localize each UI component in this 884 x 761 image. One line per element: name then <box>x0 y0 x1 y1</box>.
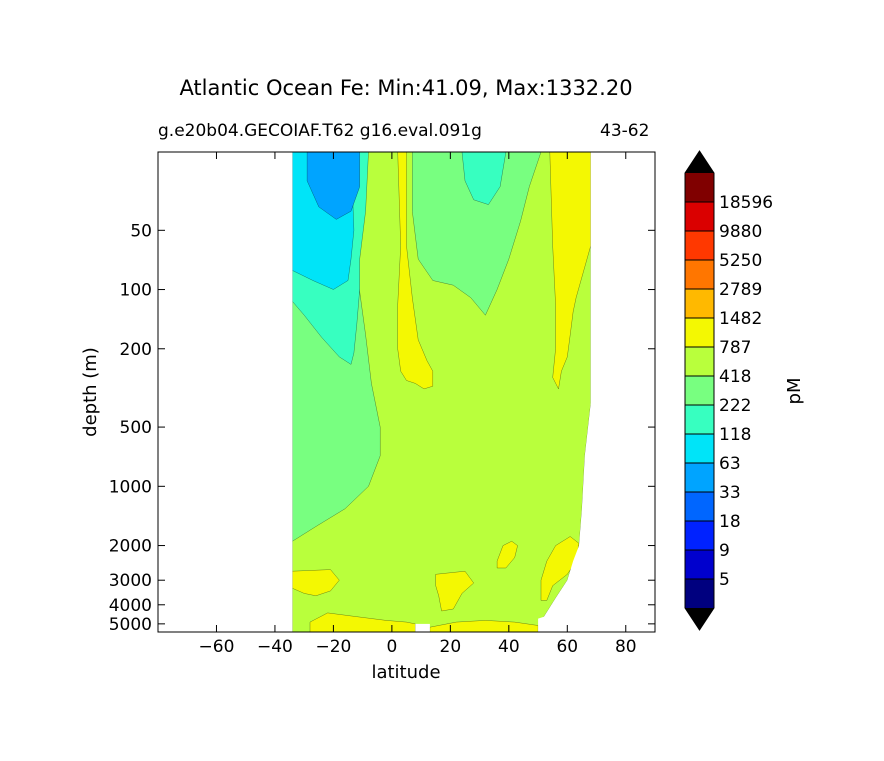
colorbar-segment <box>685 376 714 406</box>
colorbar-segment <box>685 521 714 551</box>
colorbar-tick-label: 1482 <box>719 309 762 329</box>
x-tick-label: −40 <box>257 637 293 657</box>
run-name-subtitle: g.e20b04.GECOIAF.T62 g16.eval.091g <box>158 121 482 141</box>
colorbar-segment <box>685 492 714 522</box>
contour-region-north-shallow <box>412 152 542 316</box>
x-axis: −60 −40 −20 0 20 40 60 80 <box>199 152 637 657</box>
colorbar-segment <box>685 579 714 609</box>
colorbar-segment <box>685 463 714 493</box>
y-axis-label: depth (m) <box>80 347 101 437</box>
contour-region-equatorial-high <box>397 152 433 390</box>
x-tick-label: −60 <box>199 637 235 657</box>
x-tick-label: 20 <box>440 637 462 657</box>
contour-field <box>158 152 655 632</box>
colorbar-segment <box>685 289 714 319</box>
colorbar-tick-label: 5 <box>719 570 730 590</box>
colorbar: 5 9 18 33 63 118 222 418 787 1482 2789 5250 9880 1859… <box>684 150 773 631</box>
chart-title: Atlantic Ocean Fe: Min:41.09, Max:1332.2… <box>179 76 633 100</box>
colorbar-segment <box>685 434 714 464</box>
colorbar-segment <box>685 318 714 348</box>
y-tick-label: 4000 <box>109 596 152 616</box>
colorbar-tick-label: 18 <box>719 512 741 532</box>
contour-region-north-surface <box>461 152 507 205</box>
x-axis-label: latitude <box>371 662 440 683</box>
year-range-subtitle: 43-62 <box>600 121 650 141</box>
x-tick-label: 40 <box>498 637 520 657</box>
y-tick-label: 3000 <box>109 571 152 591</box>
colorbar-segment <box>685 231 714 261</box>
contour-region-deep-highs <box>435 570 474 612</box>
colorbar-tick-label: 9 <box>719 541 730 561</box>
contour-region-deep-highs <box>309 612 416 632</box>
colorbar-tick-label: 9880 <box>719 222 762 242</box>
x-tick-label: 0 <box>386 637 397 657</box>
colorbar-segment <box>685 260 714 290</box>
colorbar-segment <box>685 405 714 435</box>
colorbar-extend-min <box>685 608 714 630</box>
colorbar-tick-label: 33 <box>719 483 741 503</box>
y-tick-label: 5000 <box>109 615 152 635</box>
contour-region-deep-highs <box>429 620 539 632</box>
colorbar-segment <box>685 550 714 580</box>
colorbar-tick-label: 18596 <box>719 193 773 213</box>
x-tick-label: 60 <box>556 637 578 657</box>
colorbar-segment <box>685 347 714 377</box>
ridge-mask <box>415 623 430 632</box>
contour-region-deep-highs <box>540 536 580 601</box>
colorbar-tick-label: 2789 <box>719 280 762 300</box>
colorbar-tick-label: 418 <box>719 367 751 387</box>
colorbar-label: pM <box>784 378 805 405</box>
plot-area <box>158 152 655 632</box>
contour-region-deep-highs <box>496 540 518 569</box>
y-tick-label: 200 <box>120 340 152 360</box>
land-mask-south <box>158 152 293 632</box>
x-tick-label: −20 <box>315 637 351 657</box>
colorbar-extend-max <box>685 151 714 173</box>
contour-region-southern-minimum <box>306 152 360 220</box>
colorbar-segment <box>685 202 714 232</box>
x-tick-label: 80 <box>615 637 637 657</box>
colorbar-tick-label: 118 <box>719 425 751 445</box>
colorbar-tick-label: 5250 <box>719 251 762 271</box>
y-tick-label: 50 <box>130 221 152 241</box>
contour-region-deep-highs <box>292 569 340 597</box>
colorbar-tick-label: 787 <box>719 338 751 358</box>
y-tick-label: 100 <box>120 281 152 301</box>
colorbar-segment <box>685 173 714 203</box>
y-tick-label: 2000 <box>109 537 152 557</box>
plot-frame <box>157 151 656 633</box>
y-tick-label: 500 <box>120 418 152 438</box>
land-mask-east <box>590 152 655 632</box>
contour-region-equatorial-high <box>549 152 591 390</box>
colorbar-tick-label: 63 <box>719 454 741 474</box>
y-tick-label: 1000 <box>109 477 152 497</box>
colorbar-outline <box>684 150 715 631</box>
colorbar-tick-label: 222 <box>719 396 751 416</box>
